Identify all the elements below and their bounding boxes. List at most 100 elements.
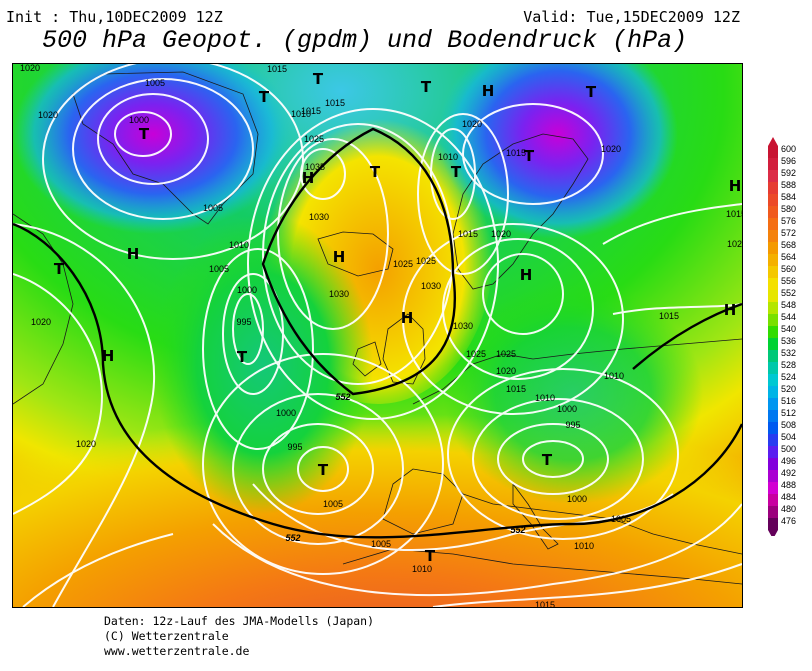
isobar-greenland-1000 — [114, 111, 172, 157]
colorbar-level-label: 504 — [781, 432, 796, 442]
isobar-south-1015 — [432, 563, 742, 607]
colorbar-labels: 600 596 592 588 584 580 576 572 568 564 560 556 552 5… — [781, 144, 796, 526]
map-label: 995 — [287, 442, 302, 452]
isobar-midatl-1000 — [262, 423, 374, 515]
map-label: 1035 — [305, 162, 325, 172]
map-label: 1005 — [611, 514, 631, 524]
colorbar-swatch — [768, 314, 778, 326]
colorbar-swatch — [768, 518, 778, 530]
map-title: 500 hPa Geopot. (gpdm) und Bodendruck (h… — [42, 26, 688, 55]
map-label: 1020 — [727, 239, 742, 249]
isobar-east-1010 — [602, 203, 742, 245]
colorbar-swatch — [768, 242, 778, 254]
colorbar-swatch — [768, 482, 778, 494]
map-label: 1015 — [535, 600, 555, 607]
colorbar-arrow-top — [768, 137, 778, 146]
map-label: 1020 — [491, 229, 511, 239]
footer-copyright: (C) Wetterzentrale — [104, 629, 229, 643]
map-label: 1015 — [301, 106, 321, 116]
pressure-centers: T T T T T T T T T T T T T H H H H H H H H H — [54, 70, 741, 565]
scandinavia-low-area — [438, 64, 678, 239]
colorbar-level-label: 528 — [781, 360, 796, 370]
map-label: 1025 — [304, 134, 324, 144]
colorbar-level-label: 540 — [781, 324, 796, 334]
colorbar-swatch — [768, 158, 778, 170]
colorbar-swatch — [768, 290, 778, 302]
map-label: 1015 — [458, 229, 478, 239]
colorbar-swatch — [768, 302, 778, 314]
map-label: 1010 — [574, 541, 594, 551]
pressure-center-low: T — [586, 83, 597, 101]
map-label: 1020 — [496, 366, 516, 376]
pressure-center-low: T — [54, 260, 65, 278]
map-label: 1005 — [145, 78, 165, 88]
isobar-south-1005 — [252, 483, 674, 551]
map-label: 1030 — [421, 281, 441, 291]
colorbar-swatch — [768, 494, 778, 506]
map-label: 1030 — [329, 289, 349, 299]
footer-website-link[interactable]: www.wetterzentrale.de — [104, 644, 250, 658]
footer-data-source: Daten: 12z-Lauf des JMA-Modells (Japan) — [104, 614, 375, 628]
map-label: 1025 — [416, 256, 436, 266]
north-america-coast — [13, 213, 74, 405]
contour-552-ridge — [261, 127, 457, 396]
map-label: 1000 — [237, 285, 257, 295]
colorbar-level-label: 492 — [781, 468, 796, 478]
isobar-atlantic-1005 — [202, 248, 314, 450]
colorbar-level-label: 576 — [781, 216, 796, 226]
colorbar-swatch — [768, 410, 778, 422]
ireland-coast — [352, 341, 382, 377]
east-europe-green-area — [443, 284, 703, 504]
colorbar-swatch — [768, 506, 778, 518]
pressure-center-low: T — [370, 163, 381, 181]
map-label: 1010 — [229, 240, 249, 250]
colorbar-level-label: 496 — [781, 456, 796, 466]
isobar-high-1035 — [300, 148, 346, 200]
greenland-low-area — [13, 64, 293, 234]
colorbar-level-label: 544 — [781, 312, 796, 322]
geopotential-552 — [13, 127, 742, 539]
pressure-center-low: T — [318, 461, 329, 479]
isobar-midatl-1005 — [232, 393, 404, 545]
colorbar-swatch — [768, 446, 778, 458]
isobar-high-1030 — [277, 138, 389, 330]
scandinavia-coast — [452, 133, 589, 290]
colorbar-swatch — [768, 254, 778, 266]
colorbar-swatch — [768, 422, 778, 434]
map-label: 1005 — [371, 539, 391, 549]
pressure-center-high: H — [729, 177, 742, 195]
colorbar-level-label: 476 — [781, 516, 796, 526]
map-label: 1000 — [557, 404, 577, 414]
pressure-center-high: H — [401, 309, 414, 327]
colorbar-level-label: 548 — [781, 300, 796, 310]
contour-labels: 552 552 552 — [285, 392, 525, 543]
colorbar-level-label: 500 — [781, 444, 796, 454]
colorbar-swatch — [768, 434, 778, 446]
isobar-west-1020 — [13, 273, 103, 515]
map-label: 1010 — [438, 152, 458, 162]
pressure-center-high: H — [302, 169, 315, 187]
colorbar-level-label: 600 — [781, 144, 796, 154]
colorbar-level-label: 596 — [781, 156, 796, 166]
map-label: 1025 — [496, 349, 516, 359]
map-label: 1010 — [604, 371, 624, 381]
isobar-east-1020 — [462, 103, 604, 205]
iceland-coast — [317, 231, 394, 277]
colorbar-swatch — [768, 278, 778, 290]
colorbar-level-label: 536 — [781, 336, 796, 346]
colorbar-level-label: 564 — [781, 252, 796, 262]
init-time: Init : Thu,10DEC2009 12Z — [6, 8, 223, 26]
map-label: 1015 — [506, 384, 526, 394]
colorbar-swatches — [768, 137, 778, 536]
map-label: 1015 — [506, 148, 526, 158]
map-label: 1025 — [393, 259, 413, 269]
map-label: 1020 — [601, 144, 621, 154]
pressure-center-high: H — [482, 82, 495, 100]
colorbar-level-label: 588 — [781, 180, 796, 190]
colorbar-level-label: 484 — [781, 492, 796, 502]
colorbar-level-label: 568 — [781, 240, 796, 250]
map-label: 552 — [510, 525, 525, 535]
map-label: 1015 — [659, 311, 679, 321]
colorbar-level-label: 572 — [781, 228, 796, 238]
isobar-south-1010 — [212, 503, 742, 597]
